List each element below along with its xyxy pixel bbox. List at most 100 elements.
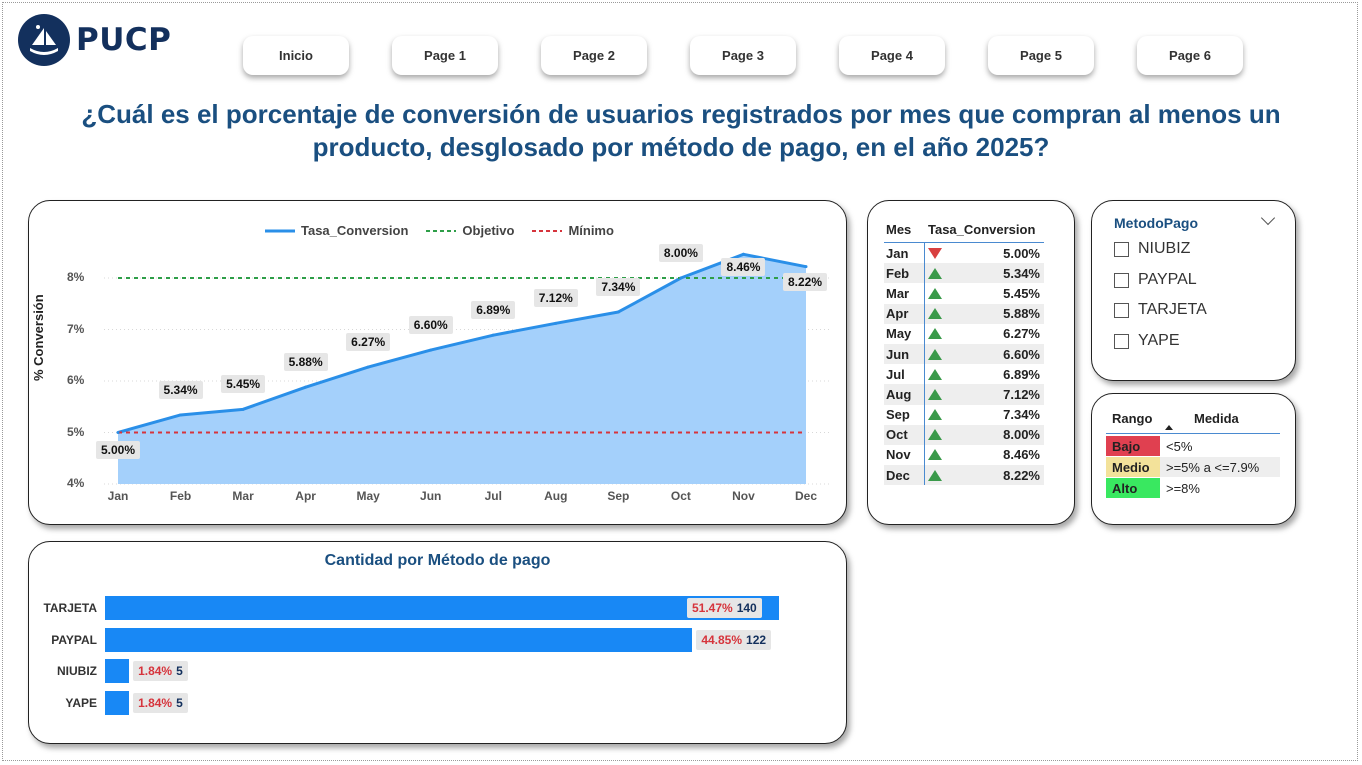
bar[interactable] — [105, 690, 130, 715]
area-fill — [118, 254, 806, 484]
cell-mes: Apr — [886, 306, 909, 322]
data-point — [429, 348, 433, 352]
slicer-option-niubiz[interactable]: NIUBIZ — [1114, 240, 1190, 258]
data-point — [491, 333, 495, 337]
legend-dash-icon — [532, 229, 563, 232]
table-body: Jan 5.00% Feb 5.34% Mar 5.45% Apr 5.88% May 6.27%… — [884, 243, 1044, 486]
data-label: 7.12% — [533, 289, 578, 308]
cell-tasa: 6.89% — [1003, 366, 1040, 382]
sort-ascending-icon[interactable] — [1165, 425, 1173, 430]
triangle-up-icon — [928, 449, 942, 461]
table-header: Mes Tasa_Conversion — [884, 216, 1044, 243]
bar-data-label: 44.85% 122 — [696, 629, 772, 650]
data-point — [741, 252, 745, 256]
cell-mes: Aug — [886, 386, 912, 402]
cell-tasa: 8.00% — [1003, 427, 1040, 443]
data-point — [679, 276, 683, 280]
x-tick-label: Nov — [732, 489, 755, 503]
bar-percent: 44.85% — [701, 632, 743, 647]
cell-tasa: 5.00% — [1003, 245, 1040, 261]
range-value: >=5% a <=7.9% — [1160, 457, 1280, 477]
triangle-up-icon — [928, 328, 942, 340]
cell-tasa: 6.60% — [1003, 346, 1040, 362]
cell-mes: Sep — [886, 407, 910, 423]
cell-tasa: 5.34% — [1003, 265, 1040, 281]
x-tick-label: May — [356, 489, 380, 503]
triangle-down-icon — [928, 247, 942, 259]
option-label: YAPE — [1138, 332, 1180, 349]
cell-tasa: 5.88% — [1003, 306, 1040, 322]
table-row: May 6.27% — [884, 323, 1044, 344]
bar[interactable] — [105, 659, 130, 683]
nav-page1-button[interactable]: Page 1 — [392, 36, 498, 75]
nav-inicio-button[interactable]: Inicio — [243, 36, 349, 75]
table-row: Jan 5.00% — [884, 243, 1044, 264]
nav-page2-button[interactable]: Page 2 — [541, 36, 647, 75]
table-row: Aug 7.12% — [884, 384, 1044, 405]
table-row: Sep 7.34% — [884, 404, 1044, 425]
checkbox[interactable] — [1114, 302, 1129, 318]
nav-page5-button[interactable]: Page 5 — [988, 36, 1094, 75]
table-row: Mar 5.45% — [884, 283, 1044, 304]
data-label: 8.22% — [782, 272, 828, 291]
checkbox[interactable] — [1114, 272, 1129, 288]
x-tick-label: Jul — [484, 489, 502, 503]
option-label: TARJETA — [1138, 301, 1207, 318]
bar-data-label: 51.47% 140 — [687, 598, 762, 618]
chevron-down-icon[interactable] — [1260, 210, 1276, 226]
bar[interactable] — [105, 596, 779, 620]
bar-count: 122 — [746, 632, 767, 647]
range-value: >=8% — [1160, 478, 1280, 498]
x-tick-label: Apr — [295, 489, 316, 503]
triangle-up-icon — [928, 267, 942, 279]
trend-cell — [924, 263, 945, 284]
legend-label: Objetivo — [462, 223, 515, 238]
x-tick-label: Jan — [107, 489, 129, 503]
data-label: 8.46% — [721, 258, 766, 277]
cell-mes: Mar — [886, 285, 910, 301]
monthly-table-card: Mes Tasa_Conversion Jan 5.00% Feb 5.34% Mar 5… — [867, 200, 1075, 525]
data-point — [116, 431, 120, 434]
checkbox[interactable] — [1114, 333, 1129, 349]
data-label: 8.00% — [658, 244, 703, 262]
x-tick-label: Mar — [232, 489, 254, 503]
legend-dash-icon — [426, 229, 457, 232]
triangle-up-icon — [928, 287, 942, 299]
nav-page6-button[interactable]: Page 6 — [1137, 36, 1243, 75]
checkbox[interactable] — [1114, 241, 1129, 257]
bar[interactable] — [105, 627, 693, 652]
cell-mes: Jun — [886, 346, 910, 362]
slicer-option-tarjeta[interactable]: TARJETA — [1114, 301, 1207, 319]
trend-cell — [924, 243, 945, 264]
cell-mes: May — [886, 326, 912, 342]
cell-mes: Jul — [886, 366, 905, 382]
trend-cell — [924, 384, 945, 405]
data-point — [616, 310, 620, 314]
x-tick-label: Dec — [794, 489, 817, 503]
bar-count: 5 — [176, 664, 183, 678]
slicer-option-paypal[interactable]: PAYPAL — [1114, 271, 1197, 289]
ranges-header: Rango Medida — [1106, 409, 1280, 434]
legend-item-minimo: Mínimo — [532, 223, 614, 238]
data-point — [804, 265, 808, 269]
slicer-title: MetodoPago — [1114, 215, 1198, 231]
series-line-tasa — [117, 252, 807, 434]
cell-tasa: 7.34% — [1003, 407, 1040, 423]
payment-method-chart-card: Cantidad por Método de pago TARJETA 51.47… — [28, 541, 847, 744]
y-tick-label: 8% — [67, 270, 85, 284]
data-label: 5.45% — [221, 375, 266, 394]
range-row: Medio >=5% a <=7.9% — [1106, 457, 1280, 477]
bar-percent: 1.84% — [138, 664, 173, 678]
nav-page4-button[interactable]: Page 4 — [839, 36, 945, 75]
data-point — [366, 365, 370, 369]
col-header-medida: Medida — [1194, 411, 1239, 426]
slicer-option-yape[interactable]: YAPE — [1114, 332, 1180, 350]
page-title: ¿Cuál es el porcentaje de conversión de … — [81, 99, 1281, 162]
nav-page3-button[interactable]: Page 3 — [690, 36, 796, 75]
triangle-up-icon — [928, 469, 942, 481]
x-tick-label: Oct — [670, 489, 691, 503]
conversion-chart-card: Tasa_Conversion Objetivo Mínimo % Conver… — [28, 200, 847, 525]
cell-tasa: 8.46% — [1003, 447, 1040, 463]
data-label: 7.34% — [596, 277, 641, 296]
legend-line-icon — [265, 229, 295, 232]
